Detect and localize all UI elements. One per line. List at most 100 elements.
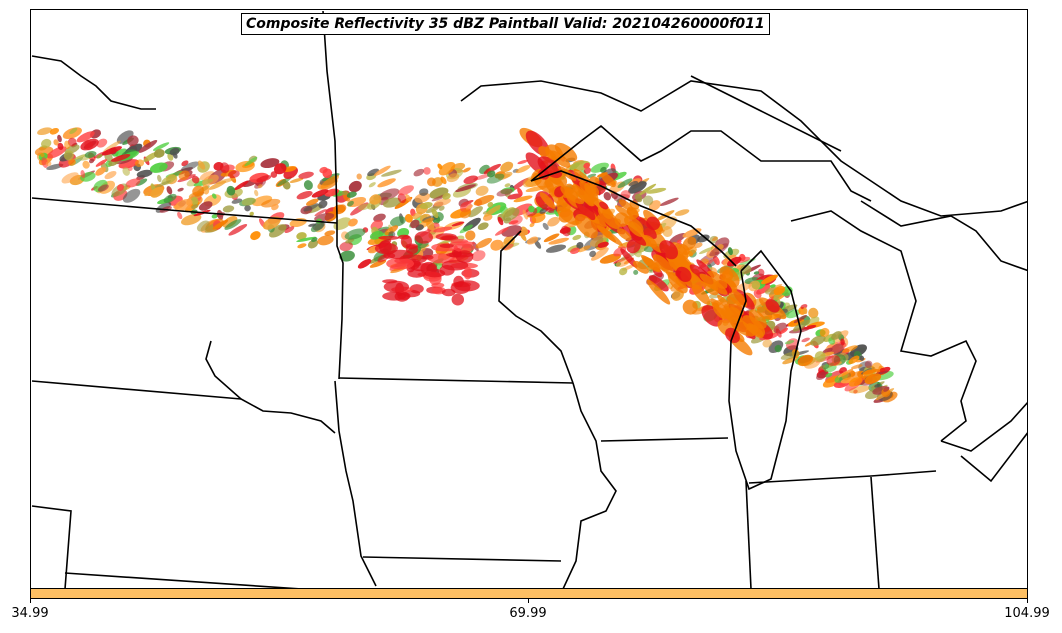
reflectivity-blob: [590, 162, 609, 173]
reflectivity-blob: [627, 221, 644, 237]
reflectivity-blob: [138, 139, 158, 153]
reflectivity-blob: [727, 296, 744, 316]
colorbar-tick-label-max: 104.99: [1004, 606, 1050, 621]
reflectivity-blob: [646, 187, 667, 194]
reflectivity-blob: [97, 184, 109, 192]
reflectivity-blob: [377, 178, 396, 188]
reflectivity-blob: [848, 377, 863, 387]
colorbar: [30, 588, 1028, 599]
reflectivity-blob: [628, 181, 639, 187]
reflectivity-blob: [694, 242, 703, 248]
reflectivity-blob: [250, 231, 261, 241]
reflectivity-blob: [883, 386, 890, 392]
reflectivity-blob: [547, 216, 560, 227]
reflectivity-blob: [642, 234, 657, 248]
reflectivity-blob: [508, 220, 519, 225]
reflectivity-blob: [574, 214, 598, 239]
reflectivity-blob: [460, 201, 472, 213]
wi-il-border: [600, 437, 729, 442]
reflectivity-blob: [712, 236, 718, 242]
reflectivity-blob: [642, 195, 654, 206]
reflectivity-blob: [529, 222, 535, 228]
reflectivity-blob: [383, 280, 410, 293]
reflectivity-blob: [528, 205, 535, 213]
reflectivity-blob: [774, 344, 782, 353]
reflectivity-blob: [792, 319, 810, 332]
reflectivity-blob: [797, 354, 814, 367]
reflectivity-blob: [63, 150, 74, 161]
reflectivity-blob: [433, 226, 453, 233]
reflectivity-blob: [659, 240, 678, 260]
reflectivity-blob: [810, 335, 826, 346]
reflectivity-blob: [410, 219, 420, 229]
reflectivity-blob: [638, 183, 657, 196]
reflectivity-blob: [442, 192, 451, 200]
reflectivity-blob: [151, 180, 171, 190]
reflectivity-blob: [553, 208, 559, 217]
reflectivity-blob: [356, 173, 362, 180]
reflectivity-blob: [859, 366, 867, 372]
reflectivity-blob: [337, 204, 347, 213]
reflectivity-blob: [84, 151, 97, 158]
reflectivity-blob: [89, 158, 95, 164]
reflectivity-blob: [517, 159, 529, 165]
reflectivity-blob: [178, 170, 190, 181]
reflectivity-blob: [859, 355, 865, 361]
reflectivity-blob: [779, 327, 789, 335]
reflectivity-blob: [346, 191, 357, 198]
reflectivity-blob: [757, 268, 765, 277]
reflectivity-blob: [504, 183, 511, 188]
reflectivity-blob: [296, 232, 307, 240]
reflectivity-blob: [397, 292, 411, 300]
reflectivity-blob: [303, 203, 319, 212]
reflectivity-blob: [157, 174, 162, 183]
reflectivity-blob: [241, 197, 257, 206]
reflectivity-blob: [725, 307, 742, 324]
reflectivity-blob: [319, 166, 328, 174]
reflectivity-blob: [522, 209, 528, 220]
reflectivity-blob: [226, 185, 236, 196]
reflectivity-blob: [96, 154, 103, 159]
lake-superior-shore: [460, 80, 1027, 217]
reflectivity-blob: [648, 275, 669, 292]
reflectivity-blob: [427, 177, 436, 187]
reflectivity-blob: [405, 243, 418, 250]
reflectivity-blob: [166, 186, 173, 195]
reflectivity-blob: [697, 234, 710, 243]
reflectivity-blob: [451, 221, 465, 227]
missouri-river: [205, 340, 336, 434]
state-boundaries: [31, 10, 1027, 588]
reflectivity-blob: [589, 234, 608, 247]
reflectivity-blob: [819, 365, 826, 369]
reflectivity-blob: [196, 220, 210, 232]
reflectivity-blob: [761, 274, 778, 285]
reflectivity-blob: [414, 231, 433, 244]
reflectivity-blob: [419, 202, 433, 209]
reflectivity-blob: [628, 181, 647, 194]
reflectivity-blob: [348, 180, 362, 193]
reflectivity-blob: [486, 173, 505, 184]
reflectivity-blob: [190, 196, 199, 206]
reflectivity-blob: [318, 200, 328, 209]
reflectivity-blob: [808, 307, 819, 319]
reflectivity-blob: [600, 172, 616, 188]
reflectivity-blob: [497, 216, 504, 226]
reflectivity-blob: [439, 265, 455, 276]
reflectivity-blob: [61, 172, 79, 184]
reflectivity-blob: [814, 351, 826, 363]
reflectivity-blob: [727, 256, 742, 267]
reflectivity-blob: [699, 246, 714, 255]
reflectivity-blob: [386, 257, 414, 270]
colorbar-tick: [30, 599, 31, 603]
reflectivity-blob: [548, 237, 570, 245]
reflectivity-blob: [262, 216, 281, 230]
reflectivity-blob: [198, 201, 213, 211]
reflectivity-blob: [341, 190, 349, 196]
reflectivity-blob: [674, 209, 690, 216]
mn-ia-border: [338, 377, 574, 384]
reflectivity-blob: [381, 169, 402, 177]
reflectivity-blob: [69, 127, 78, 135]
reflectivity-blob: [740, 264, 752, 275]
reflectivity-blob: [465, 204, 474, 210]
lake-huron-shore: [860, 200, 1027, 272]
